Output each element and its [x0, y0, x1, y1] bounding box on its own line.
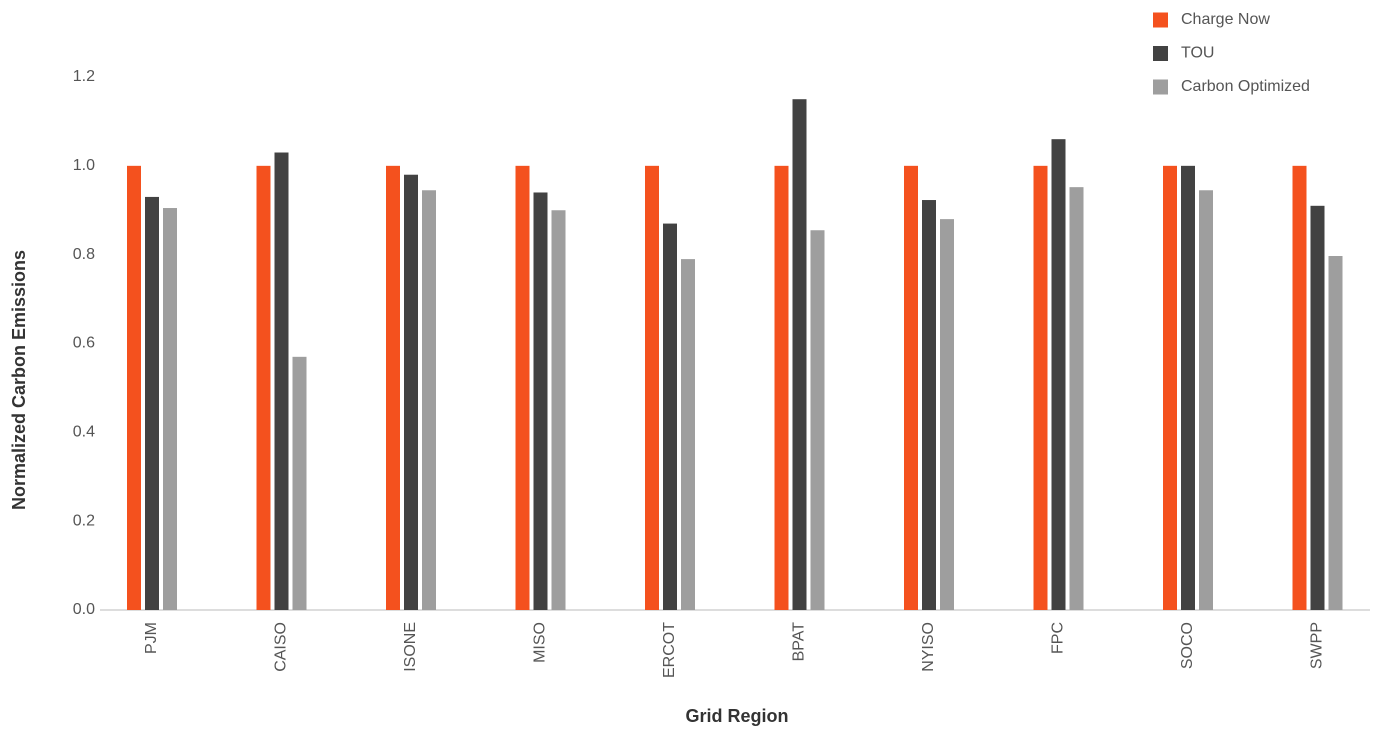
- bar: [1051, 139, 1066, 610]
- bar: [1069, 187, 1084, 611]
- x-axis-title: Grid Region: [686, 706, 789, 726]
- legend-label: Carbon Optimized: [1181, 78, 1310, 95]
- x-tick-label: PJM: [143, 622, 160, 654]
- y-tick-label: 0.2: [73, 512, 95, 529]
- bar: [127, 165, 141, 611]
- x-tick-label: SOCO: [1179, 622, 1196, 669]
- bar: [922, 200, 936, 610]
- bar: [386, 165, 400, 611]
- bar: [1181, 165, 1195, 611]
- y-tick-label: 1.2: [73, 68, 95, 85]
- x-tick-label: ERCOT: [661, 622, 678, 678]
- y-tick-label: 0.4: [73, 424, 95, 441]
- bar: [274, 152, 289, 610]
- bar: [515, 165, 530, 611]
- bar: [792, 99, 807, 610]
- bar: [1163, 165, 1177, 611]
- bar: [292, 356, 307, 610]
- bar: [1033, 165, 1048, 611]
- x-tick-label: SWPP: [1309, 622, 1326, 669]
- x-tick-label: NYISO: [920, 622, 937, 672]
- bar: [1292, 165, 1307, 611]
- bar: [145, 196, 159, 611]
- y-tick-label: 0.8: [73, 246, 95, 263]
- bar: [810, 230, 825, 611]
- bar: [1328, 255, 1343, 611]
- bar: [1199, 190, 1213, 610]
- legend-label: Charge Now: [1181, 11, 1270, 28]
- y-tick-label: 1.0: [73, 157, 95, 174]
- legend-swatch: [1153, 46, 1168, 61]
- x-tick-label: ISONE: [402, 622, 419, 672]
- bar: [904, 165, 918, 611]
- bar: [681, 259, 695, 610]
- x-tick-label: MISO: [532, 622, 549, 663]
- bar: [1310, 205, 1325, 610]
- legend-label: TOU: [1181, 45, 1214, 62]
- x-tick-label: CAISO: [273, 622, 290, 672]
- y-axis-title: Normalized Carbon Emissions: [9, 250, 29, 510]
- bar: [422, 190, 436, 610]
- y-tick-label: 0.0: [73, 601, 95, 618]
- bar: [404, 174, 418, 610]
- bar: [163, 208, 177, 610]
- legend-swatch: [1153, 12, 1168, 28]
- bar: [774, 165, 789, 611]
- x-tick-label: BPAT: [791, 622, 808, 662]
- bar: [663, 223, 677, 610]
- y-tick-label: 0.6: [73, 335, 95, 352]
- bar: [533, 192, 548, 610]
- legend-swatch: [1153, 79, 1168, 95]
- bar: [940, 219, 954, 610]
- bar: [256, 165, 271, 611]
- x-tick-label: FPC: [1050, 622, 1067, 654]
- bar: [551, 210, 566, 610]
- bar: [645, 165, 659, 611]
